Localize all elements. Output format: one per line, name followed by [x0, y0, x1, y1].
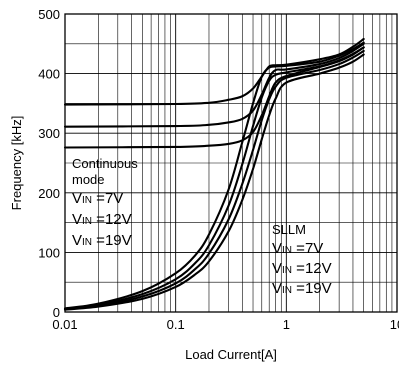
x-axis-title: Load Current[A] — [185, 347, 277, 362]
annotation-row: VIN =7V — [272, 240, 323, 257]
y-tick-label: 200 — [38, 186, 60, 201]
x-tick-label: 10 — [390, 317, 399, 332]
annotation-title: Continuous — [72, 156, 138, 171]
annotation-row: VIN =7V — [72, 190, 123, 207]
annotation-row: VIN =19V — [272, 280, 332, 297]
plot-frame — [64, 13, 398, 313]
series-line-4 — [63, 41, 365, 310]
annotation-row: VIN =12V — [272, 260, 332, 277]
y-tick-label: 500 — [38, 7, 60, 22]
x-tick-label: 0.01 — [52, 317, 77, 332]
x-tick-label: 1 — [283, 317, 290, 332]
tick-labels: 0.010.11100100200300400500 — [38, 7, 399, 332]
series-line-7 — [63, 53, 365, 311]
annotation-row: VIN =19V — [72, 232, 132, 249]
annotation-title: SLLM — [272, 222, 306, 237]
y-tick-label: 400 — [38, 67, 60, 82]
annotation-row: VIN =12V — [72, 211, 132, 228]
grid — [65, 14, 397, 312]
series-line-2 — [63, 42, 365, 128]
x-tick-label: 0.1 — [167, 317, 185, 332]
y-axis-title: Frequency [kHz] — [9, 116, 24, 211]
series-line-1 — [63, 37, 365, 106]
series-line-6 — [63, 49, 365, 311]
y-tick-label: 100 — [38, 245, 60, 260]
annotation-title: mode — [72, 172, 105, 187]
series-line-5 — [63, 46, 365, 311]
sllm-annotation: SLLM VIN =7V VIN =12V VIN =19V — [272, 222, 332, 297]
y-tick-label: 300 — [38, 126, 60, 141]
y-tick-label: 0 — [53, 305, 60, 320]
series-lines — [63, 37, 365, 311]
